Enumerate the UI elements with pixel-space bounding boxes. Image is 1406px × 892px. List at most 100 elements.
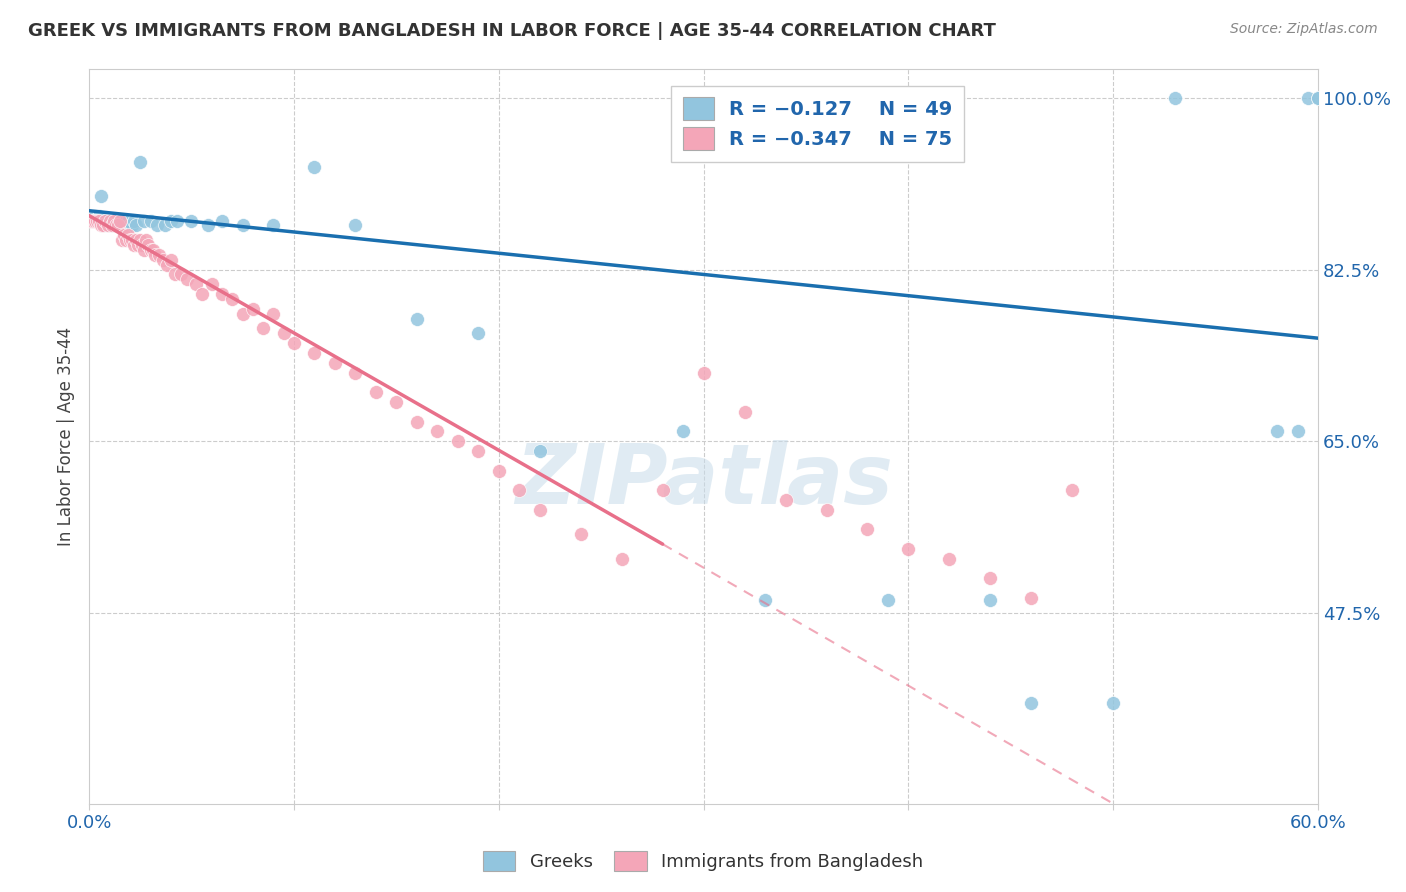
Point	[108, 213, 131, 227]
Point	[1265, 425, 1288, 439]
Point	[197, 219, 219, 233]
Point	[166, 213, 188, 227]
Y-axis label: In Labor Force | Age 35-44: In Labor Force | Age 35-44	[58, 326, 75, 546]
Point	[815, 503, 838, 517]
Point	[98, 213, 121, 227]
Point	[221, 292, 243, 306]
Point	[1021, 696, 1043, 710]
Point	[96, 219, 118, 233]
Point	[121, 219, 143, 233]
Point	[283, 336, 305, 351]
Point	[211, 213, 233, 227]
Point	[176, 272, 198, 286]
Point	[1308, 91, 1330, 105]
Point	[405, 415, 427, 429]
Point	[103, 213, 125, 227]
Point	[405, 311, 427, 326]
Point	[142, 243, 165, 257]
Point	[125, 219, 148, 233]
Point	[117, 228, 139, 243]
Legend: R = −0.127    N = 49, R = −0.347    N = 75: R = −0.127 N = 49, R = −0.347 N = 75	[671, 86, 965, 161]
Text: Source: ZipAtlas.com: Source: ZipAtlas.com	[1230, 22, 1378, 37]
Point	[118, 219, 141, 233]
Point	[201, 277, 224, 292]
Point	[651, 483, 673, 498]
Point	[692, 366, 714, 380]
Point	[672, 425, 695, 439]
Point	[508, 483, 530, 498]
Point	[754, 593, 776, 607]
Point	[856, 523, 879, 537]
Point	[127, 238, 149, 252]
Point	[385, 395, 408, 409]
Point	[115, 233, 138, 247]
Point	[94, 213, 117, 227]
Point	[160, 213, 183, 227]
Point	[108, 213, 131, 227]
Point	[152, 252, 174, 267]
Point	[148, 248, 170, 262]
Point	[979, 593, 1001, 607]
Point	[135, 233, 157, 247]
Point	[232, 307, 254, 321]
Point	[426, 425, 449, 439]
Point	[569, 527, 592, 541]
Point	[103, 213, 125, 227]
Point	[134, 213, 156, 227]
Point	[143, 248, 166, 262]
Point	[529, 503, 551, 517]
Point	[610, 551, 633, 566]
Point	[1296, 91, 1319, 105]
Point	[364, 385, 387, 400]
Point	[90, 219, 112, 233]
Point	[180, 213, 202, 227]
Point	[447, 434, 470, 449]
Point	[1062, 483, 1084, 498]
Point	[107, 219, 129, 233]
Legend: Greeks, Immigrants from Bangladesh: Greeks, Immigrants from Bangladesh	[475, 844, 931, 879]
Point	[344, 366, 367, 380]
Point	[1021, 591, 1043, 605]
Point	[488, 464, 510, 478]
Point	[125, 233, 148, 247]
Point	[170, 268, 193, 282]
Point	[734, 405, 756, 419]
Point	[252, 321, 274, 335]
Point	[84, 209, 107, 223]
Point	[122, 238, 145, 252]
Point	[82, 213, 104, 227]
Point	[111, 219, 134, 233]
Point	[160, 252, 183, 267]
Point	[304, 160, 326, 174]
Text: ZIPatlas: ZIPatlas	[515, 440, 893, 521]
Point	[145, 219, 167, 233]
Point	[112, 213, 135, 227]
Point	[262, 219, 284, 233]
Point	[323, 356, 346, 370]
Point	[232, 219, 254, 233]
Point	[1308, 91, 1330, 105]
Point	[153, 219, 176, 233]
Point	[104, 219, 127, 233]
Point	[90, 189, 112, 203]
Point	[775, 493, 797, 508]
Point	[467, 326, 489, 341]
Point	[184, 277, 207, 292]
Point	[344, 219, 367, 233]
Point	[122, 213, 145, 227]
Point	[877, 593, 900, 607]
Text: GREEK VS IMMIGRANTS FROM BANGLADESH IN LABOR FORCE | AGE 35-44 CORRELATION CHART: GREEK VS IMMIGRANTS FROM BANGLADESH IN L…	[28, 22, 995, 40]
Point	[96, 219, 118, 233]
Point	[86, 213, 108, 227]
Point	[84, 213, 107, 227]
Point	[897, 541, 920, 556]
Point	[139, 213, 162, 227]
Point	[165, 268, 187, 282]
Point	[139, 243, 162, 257]
Point	[118, 233, 141, 247]
Point	[938, 551, 960, 566]
Point	[112, 228, 135, 243]
Point	[93, 219, 115, 233]
Point	[129, 154, 152, 169]
Point	[89, 213, 111, 227]
